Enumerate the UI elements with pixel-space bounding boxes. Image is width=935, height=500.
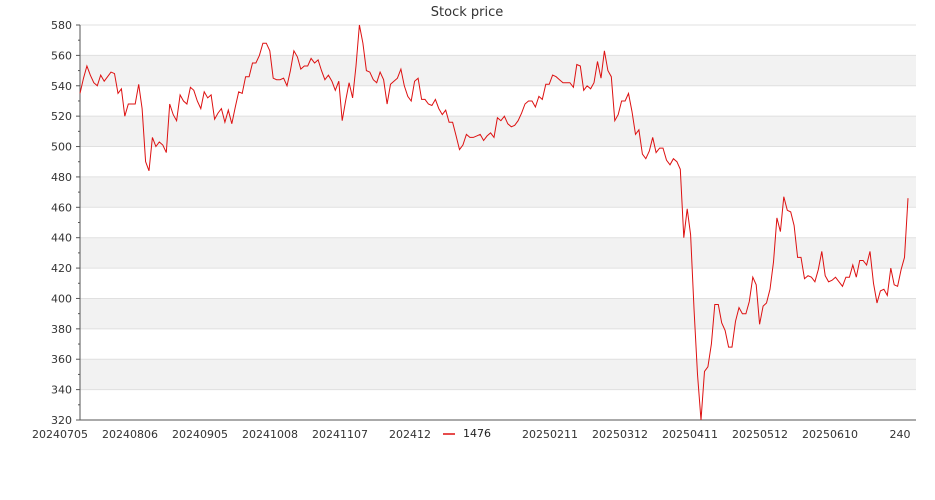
x-tick-label: 20241008: [242, 428, 298, 441]
grid-band: [80, 55, 916, 86]
y-tick-label: 560: [51, 49, 72, 62]
legend-label: 1476: [463, 427, 491, 440]
y-tick-label: 500: [51, 141, 72, 154]
x-tick-label: 20240905: [172, 428, 228, 441]
grid-band: [80, 237, 916, 269]
y-tick-label: 340: [51, 384, 72, 397]
x-axis: 20240705 20240806 20240905 20241008 20241107…: [32, 419, 916, 441]
background-bands: [80, 55, 916, 390]
y-axis: 320 340 360 380 400 420 440 460 480 500 520 540 560 5…: [51, 19, 81, 427]
y-tick-label: 380: [51, 323, 72, 336]
x-tick-label: 20240705: [32, 428, 88, 441]
x-tick-label: 20250312: [592, 428, 648, 441]
x-tick-label: 202412: [389, 428, 431, 441]
y-tick-label: 460: [51, 201, 72, 214]
y-tick-label: 480: [51, 171, 72, 184]
y-tick-label: 540: [51, 80, 72, 93]
gridlines: [80, 24, 916, 421]
y-tick-label: 360: [51, 353, 72, 366]
y-tick-label: 520: [51, 110, 72, 123]
chart-title: Stock price: [431, 5, 503, 20]
x-tick-label: 240: [890, 428, 911, 441]
y-tick-label: 580: [51, 19, 72, 32]
x-tick-label: 20250211: [522, 428, 578, 441]
grid-band: [80, 176, 916, 208]
y-tick-label: 320: [51, 414, 72, 427]
y-tick-label: 400: [51, 292, 72, 305]
x-tick-label: 20250610: [802, 428, 858, 441]
grid-band: [80, 359, 916, 390]
y-tick-label: 420: [51, 262, 72, 275]
grid-band: [80, 116, 916, 147]
grid-band: [80, 298, 916, 329]
x-tick-label: 20240806: [102, 428, 158, 441]
y-tick-label: 440: [51, 232, 72, 245]
legend: 1476: [438, 425, 496, 442]
x-tick-label: 20250512: [732, 428, 788, 441]
legend-background: [438, 425, 496, 442]
series-line-1476: [79, 24, 909, 421]
x-tick-label: 20241107: [312, 428, 368, 441]
x-tick-label: 20250411: [662, 428, 718, 441]
